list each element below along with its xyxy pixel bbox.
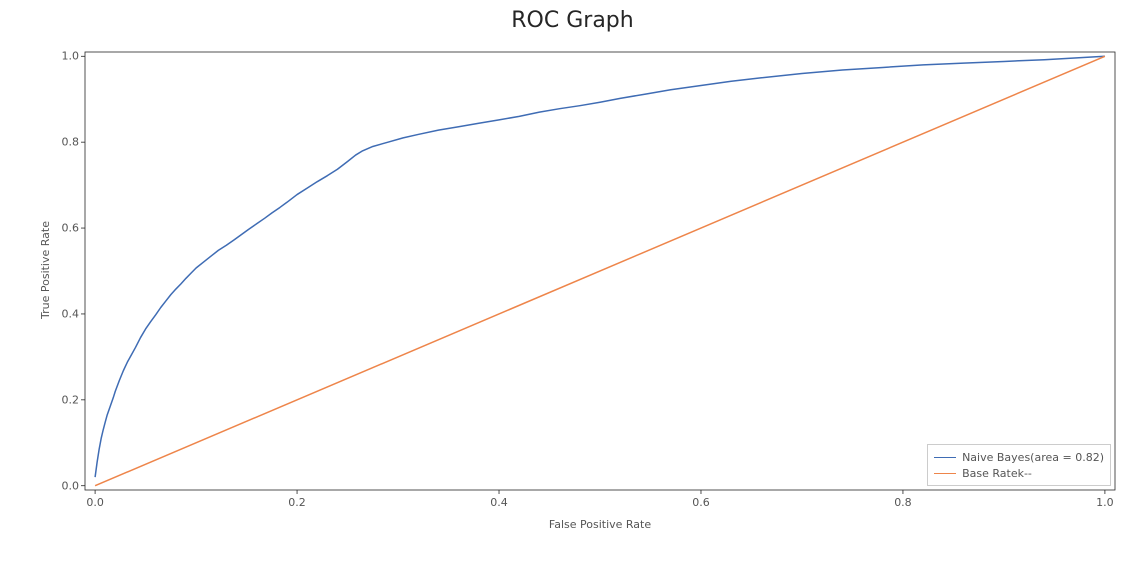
x-tick-label: 0.8 [894,496,912,509]
series-base_rate [95,56,1105,485]
legend-swatch [934,473,956,474]
y-tick-label: 0.4 [57,307,79,320]
y-tick-label: 1.0 [57,50,79,63]
plot-area [85,52,1115,490]
legend-swatch [934,457,956,458]
legend-label: Base Ratek-- [962,467,1032,480]
y-axis-label: True Positive Rate [39,221,52,319]
series-roc_curve [95,56,1105,477]
x-tick-label: 0.0 [86,496,104,509]
plot-svg [85,52,1115,490]
legend-row: Base Ratek-- [934,465,1104,481]
legend-label: Naive Bayes(area = 0.82) [962,451,1104,464]
x-axis-label: False Positive Rate [549,518,651,531]
chart-title: ROC Graph [0,8,1145,33]
legend-row: Naive Bayes(area = 0.82) [934,449,1104,465]
x-tick-label: 1.0 [1096,496,1114,509]
roc-figure: ROC Graph 0.0 0.2 0.4 0.6 0.8 1.0 0.0 0.2 0.4 0.… [0,0,1145,563]
y-tick-label: 0.2 [57,393,79,406]
y-tick-label: 0.0 [57,479,79,492]
x-tick-label: 0.4 [490,496,508,509]
y-tick-label: 0.8 [57,136,79,149]
x-tick-label: 0.6 [692,496,710,509]
y-tick-label: 0.6 [57,222,79,235]
legend: Naive Bayes(area = 0.82) Base Ratek-- [927,444,1111,486]
x-tick-label: 0.2 [288,496,306,509]
